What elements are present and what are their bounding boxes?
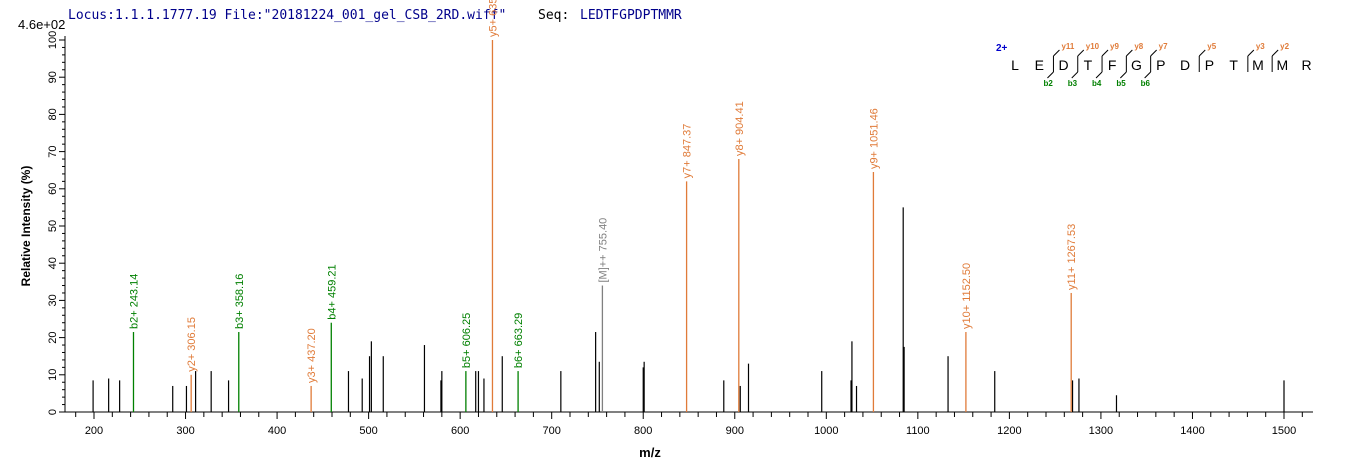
residue: R [1302, 57, 1312, 73]
y-fragment-label: y9 [1110, 42, 1119, 51]
residue: P [1205, 57, 1214, 73]
x-tick-label: 1200 [997, 425, 1021, 437]
y-fragment-label: y8 [1134, 42, 1143, 51]
y-tick-label: 60 [47, 183, 59, 195]
residue: T [1084, 57, 1093, 73]
x-tick-label: 600 [451, 425, 469, 437]
axes: 0 10 20 30 40 50 60 70 80 90 100 200 300 400 500 600 700… [47, 31, 1313, 437]
b-break-hook [1095, 71, 1103, 79]
y-ion-label: y3+ 437.20 [306, 328, 318, 383]
residue: T [1229, 57, 1238, 73]
residue: M [1252, 57, 1264, 73]
b-ion-label: b2+ 243.14 [128, 274, 140, 329]
b-fragment-label: b2 [1043, 79, 1053, 88]
y-break-hook [1247, 49, 1255, 57]
y-break-hook [1150, 49, 1158, 57]
y-tick-label: 90 [47, 71, 59, 83]
y-fragment-label: y3 [1256, 42, 1265, 51]
y-tick-label: 40 [47, 257, 59, 269]
y-tick-label: 80 [47, 108, 59, 120]
y-tick-label: 20 [47, 331, 59, 343]
y-break-hook [1053, 49, 1060, 57]
y-fragment-label: y10 [1086, 42, 1100, 51]
y-break-hook [1271, 49, 1279, 57]
b-break-hook [1071, 71, 1079, 79]
b-fragment-label: b6 [1141, 79, 1151, 88]
b-ion-label: b4+ 459.21 [326, 264, 338, 319]
y-break-hook [1077, 49, 1085, 57]
residue: L [1011, 57, 1019, 73]
y-ion-label: y2+ 306.15 [186, 317, 198, 372]
y-fragment-label: y2 [1280, 42, 1289, 51]
x-tick-label: 1500 [1272, 425, 1296, 437]
y-ion-label: y8+ 904.41 [734, 101, 746, 156]
x-axis-label: m/z [639, 445, 661, 460]
residue: D [1180, 57, 1190, 73]
residue: M [1276, 57, 1288, 73]
y-ion-label: y5+ 635.3 [487, 0, 499, 37]
b-fragment-label: b5 [1116, 79, 1126, 88]
x-tick-label: 200 [85, 425, 103, 437]
b-ion-label: b3+ 358.16 [234, 274, 246, 329]
residue: G [1131, 57, 1142, 73]
x-tick-label: 1000 [814, 425, 838, 437]
x-tick-label: 300 [176, 425, 194, 437]
b-fragment-label: b4 [1092, 79, 1102, 88]
y-fragment-label: y11 [1061, 42, 1074, 51]
x-tick-label: 1100 [906, 425, 930, 437]
x-tick-label: 800 [634, 425, 652, 437]
x-tick-label: 700 [543, 425, 561, 437]
y-ion-label: y9+ 1051.46 [868, 108, 880, 169]
residue: E [1035, 57, 1044, 73]
seq-label: Seq: [538, 8, 569, 23]
seq-value: LEDTFGPDPTMMR [580, 8, 682, 23]
x-tick-label: 900 [726, 425, 744, 437]
b-ion-label: b5+ 606.25 [461, 313, 473, 368]
y-tick-label: 70 [47, 145, 59, 157]
y-ion-label: y7+ 847.37 [682, 124, 694, 179]
x-tick-label: 500 [359, 425, 377, 437]
y-ion-label: y10+ 1152.50 [961, 263, 973, 329]
y-fragment-label: y7 [1159, 42, 1168, 51]
b-fragment-label: b3 [1068, 79, 1078, 88]
residue: F [1108, 57, 1117, 73]
y-tick-label: 10 [47, 369, 59, 381]
y-ion-label: y11+ 1267.53 [1066, 224, 1078, 290]
residue: D [1059, 57, 1069, 73]
y-break-hook [1101, 49, 1109, 57]
y-tick-label: 100 [47, 31, 59, 49]
y-tick-label: 50 [47, 220, 59, 232]
y-axis-label: Relative Intensity (%) [19, 166, 33, 287]
peaks: b2+ 243.14 y2+ 306.15 b3+ 358.16 y3+ 437.20… [92, 0, 1285, 412]
x-tick-label: 1400 [1180, 425, 1204, 437]
x-tick-label: 1300 [1089, 425, 1113, 437]
b-break-hook [1047, 71, 1054, 79]
y-break-hook [1198, 49, 1206, 57]
locus-file-title: Locus:1.1.1.1777.19 File:"20181224_001_g… [68, 8, 506, 23]
y-fragment-label: y5 [1207, 42, 1216, 51]
residue: P [1156, 57, 1165, 73]
y-break-hook [1125, 49, 1133, 57]
charge-state: 2+ [996, 43, 1008, 54]
y-tick-label: 30 [47, 294, 59, 306]
x-tick-label: 400 [268, 425, 286, 437]
y-tick-label: 0 [47, 409, 59, 415]
b-break-hook [1144, 71, 1152, 79]
b-ion-label: b6+ 663.29 [513, 313, 525, 368]
b-break-hook [1119, 71, 1127, 79]
intensity-scale-label: 4.6e+02 [18, 17, 65, 32]
p-ion-label: [M]++ 755.40 [597, 218, 609, 283]
